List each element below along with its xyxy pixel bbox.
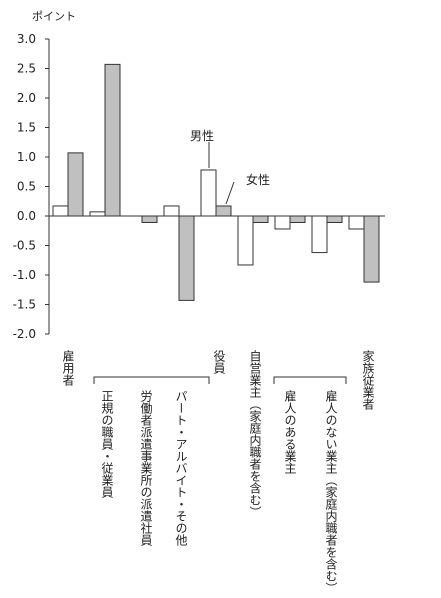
y-tick-label: 1.5 (17, 121, 36, 135)
female-bar-4 (215, 205, 232, 217)
category-label-3: パート・アルバイト・その他 (174, 390, 188, 546)
y-tick-label: -0.5 (13, 239, 36, 253)
female-annotation-leader (225, 181, 235, 205)
female-bar-1 (104, 63, 121, 217)
female-bar-6 (289, 215, 306, 223)
category-label-7: 雇人のない業主（家庭内職者を含む） (324, 389, 338, 594)
y-tick-label: -1.0 (13, 268, 36, 282)
male-bar-5 (237, 215, 254, 266)
y-axis-unit-label: ポイント (32, 10, 76, 23)
female-bar-3 (178, 215, 195, 301)
category-label-0: 雇用者 (61, 349, 75, 387)
male-annotation: 男性 (190, 129, 214, 143)
category-label-8: 家族従業者 (361, 349, 375, 411)
female-bar-8 (363, 215, 380, 283)
employee-subgroup-bracket (93, 376, 210, 384)
category-label-2: 労働者派遣事業所の派遣社員 (139, 390, 153, 546)
self-employed-subgroup-bracket (273, 376, 347, 384)
male-bar-1 (89, 211, 106, 217)
category-label-1: 正規の職員・従業員 (100, 390, 114, 498)
y-tick-label: 1.0 (17, 150, 36, 164)
y-tick-label: 2.5 (17, 62, 36, 76)
y-tick-label: -2.0 (13, 327, 36, 341)
male-bar-8 (348, 215, 365, 230)
male-bar-6 (274, 215, 291, 230)
category-label-5: 自営業主（家庭内職者を含む） (248, 350, 262, 518)
y-tick-label: 0.5 (17, 180, 36, 194)
female-bar-7 (326, 215, 343, 223)
female-bar-2 (141, 215, 158, 223)
female-bar-0 (67, 152, 84, 217)
bars-group (52, 63, 380, 301)
male-bar-7 (311, 215, 328, 254)
y-tick-label: -1.5 (13, 298, 36, 312)
category-label-4: 役員 (212, 349, 226, 374)
male-bar-4 (200, 169, 217, 217)
y-tick-label: 0.0 (17, 209, 36, 223)
y-tick-label: 2.0 (17, 91, 36, 105)
male-bar-0 (52, 205, 69, 217)
category-label-6: 雇人のある業主 (283, 389, 297, 474)
y-axis-ticks: 3.0 2.5 2.0 1.5 1.0 0.5 0.0 -0.5 -1.0 -1.5 -2.0 (13, 32, 49, 341)
male-bar-3 (163, 205, 180, 217)
y-tick-label: 3.0 (17, 32, 36, 46)
female-annotation: 女性 (246, 172, 270, 187)
female-bar-5 (252, 215, 269, 223)
